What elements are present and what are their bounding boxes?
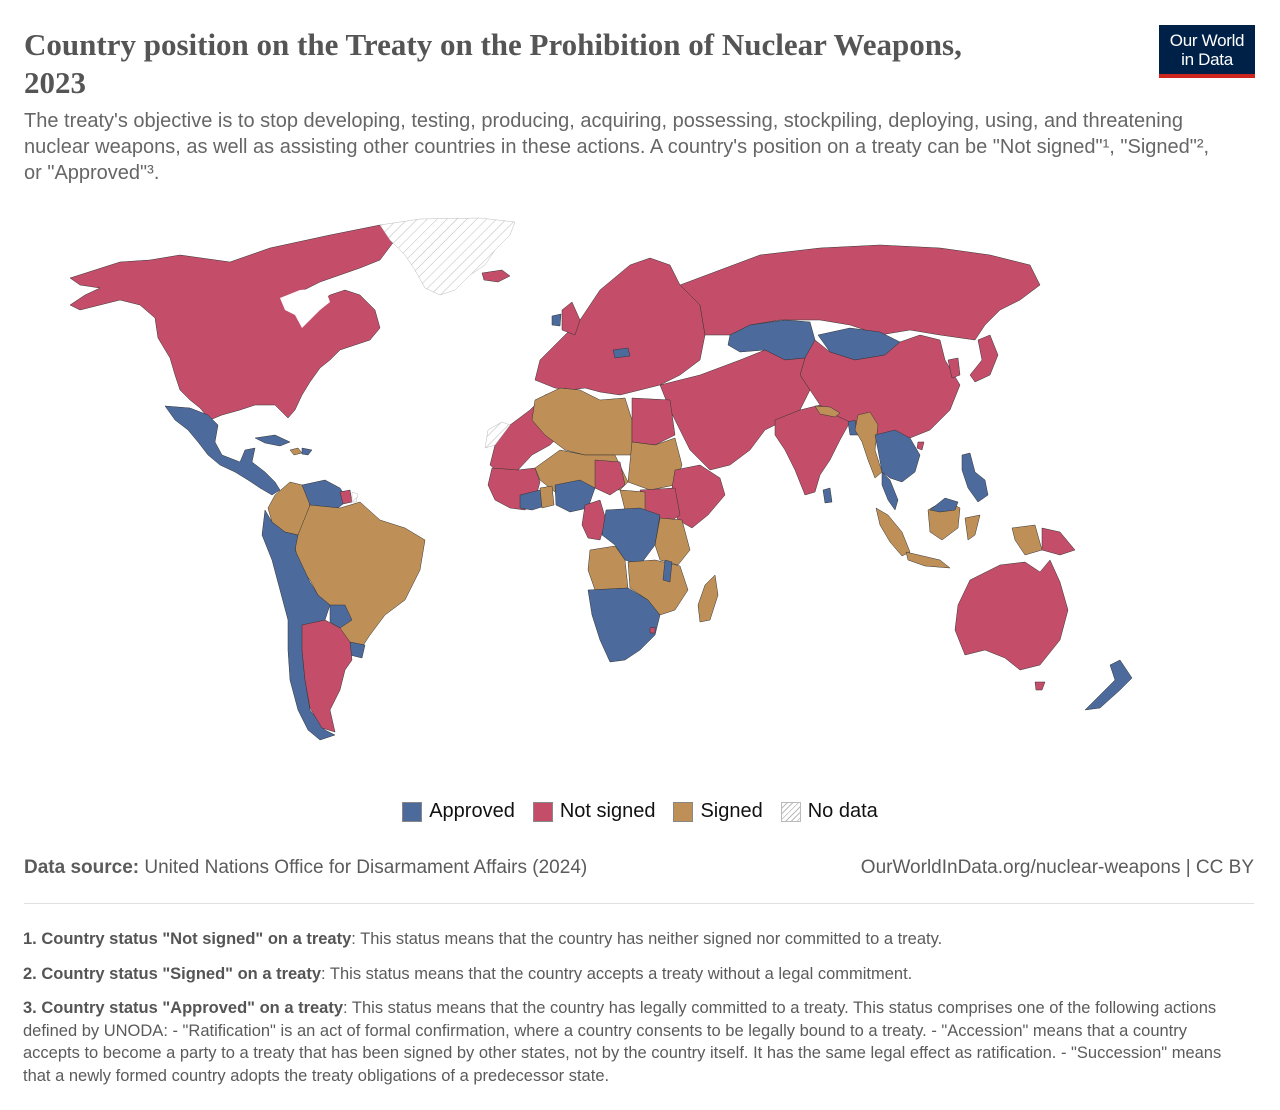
region-chad-car bbox=[594, 459, 626, 496]
logo-line-2: in Data bbox=[1181, 50, 1233, 69]
region-madagascar bbox=[697, 574, 719, 623]
region-india bbox=[774, 404, 851, 496]
source-url-link[interactable]: OurWorldInData.org/nuclear-weapons | CC … bbox=[860, 857, 1254, 878]
legend-label: Signed bbox=[700, 800, 763, 822]
region-japan bbox=[969, 334, 999, 383]
not-signed-swatch-icon bbox=[532, 801, 553, 822]
footnote-3: 3. Country status "Approved" on a treaty… bbox=[23, 997, 1238, 1087]
data-source: Data source: United Nations Office for D… bbox=[24, 857, 587, 879]
footnote-label: 2. Country status "Signed" on a treaty bbox=[23, 964, 322, 983]
footnote-label: 1. Country status "Not signed" on a trea… bbox=[23, 930, 352, 948]
region-china bbox=[799, 334, 961, 441]
region-greenland bbox=[379, 217, 516, 296]
region-europe bbox=[534, 257, 706, 396]
footnote-2: 2. Country status "Signed" on a treaty: … bbox=[23, 963, 1238, 986]
signed-swatch-icon bbox=[673, 801, 694, 822]
region-australia bbox=[954, 559, 1069, 671]
map-legend: Approved Not signed Signed No data bbox=[0, 800, 1280, 823]
region-korea bbox=[947, 357, 961, 379]
region-uk bbox=[561, 301, 581, 336]
region-southern-africa bbox=[587, 587, 661, 663]
footnote-text: : This status means that the country acc… bbox=[321, 964, 913, 983]
region-sulawesi bbox=[964, 514, 981, 541]
region-philippines bbox=[961, 452, 989, 503]
logo-line-1: Our World bbox=[1169, 31, 1245, 50]
region-new-zealand bbox=[1084, 659, 1133, 711]
chart-title: Country position on the Treaty on the Pr… bbox=[24, 27, 962, 100]
region-new-guinea-west bbox=[1011, 524, 1043, 556]
region-indochina bbox=[874, 429, 921, 483]
region-austria bbox=[612, 347, 631, 359]
region-cuba bbox=[254, 434, 291, 447]
region-png bbox=[1041, 527, 1076, 556]
footnote-text: : This status means that the country has… bbox=[351, 930, 943, 948]
footer-divider bbox=[24, 903, 1254, 904]
footnotes: 1. Country status "Not signed" on a trea… bbox=[23, 928, 1238, 1099]
chart-subtitle: The treaty's objective is to stop develo… bbox=[24, 110, 1210, 184]
region-mexico-central-america bbox=[164, 405, 281, 496]
legend-item-no-data[interactable]: No data bbox=[780, 800, 878, 823]
region-north-america bbox=[69, 221, 421, 421]
region-hainan bbox=[916, 441, 925, 451]
region-hudson-bay bbox=[280, 288, 330, 328]
region-dominican-rep bbox=[301, 447, 313, 456]
legend-item-signed[interactable]: Signed bbox=[673, 800, 763, 823]
region-sumatra bbox=[875, 507, 911, 557]
footnote-label: 3. Country status "Approved" on a treaty bbox=[23, 999, 344, 1017]
region-tanzania-kenya bbox=[654, 517, 691, 566]
approved-swatch-icon bbox=[402, 801, 423, 822]
footnote-1: 1. Country status "Not signed" on a trea… bbox=[23, 928, 1238, 951]
region-malay-peninsula bbox=[881, 471, 899, 511]
region-java bbox=[905, 551, 951, 569]
legend-item-not-signed[interactable]: Not signed bbox=[532, 800, 656, 823]
region-sri-lanka bbox=[822, 487, 833, 504]
region-central-africa-signed bbox=[619, 489, 646, 511]
region-myanmar bbox=[854, 411, 883, 479]
region-cameroon-gabon bbox=[581, 499, 607, 541]
region-iceland bbox=[481, 269, 511, 283]
no-data-hatch-icon bbox=[780, 801, 801, 822]
region-french-guiana bbox=[351, 491, 359, 503]
region-egypt bbox=[631, 397, 676, 446]
owid-logo[interactable]: Our World in Data bbox=[1159, 25, 1255, 78]
region-malawi bbox=[662, 559, 673, 583]
legend-label: Not signed bbox=[559, 800, 656, 822]
region-tasmania bbox=[1034, 681, 1046, 691]
region-ireland bbox=[551, 313, 562, 327]
region-hispaniola bbox=[289, 447, 303, 456]
region-eswatini bbox=[649, 626, 656, 634]
legend-label: No data bbox=[807, 800, 878, 822]
legend-item-approved[interactable]: Approved bbox=[402, 800, 515, 823]
footnote-text: : This status means that the country has… bbox=[23, 999, 1222, 1085]
world-map[interactable] bbox=[40, 210, 1240, 750]
region-russia bbox=[679, 244, 1041, 341]
legend-label: Approved bbox=[429, 800, 515, 822]
region-nepal bbox=[814, 405, 841, 418]
region-western-sahara bbox=[484, 421, 511, 449]
region-horn-africa bbox=[669, 464, 726, 529]
region-argentina bbox=[301, 619, 353, 733]
data-source-text: United Nations Office for Disarmament Af… bbox=[144, 857, 588, 878]
region-zambia-mozambique bbox=[627, 559, 689, 616]
data-source-label: Data source: bbox=[24, 857, 140, 878]
region-malaysia-borneo bbox=[929, 497, 959, 513]
region-ghana-togo bbox=[539, 485, 555, 509]
